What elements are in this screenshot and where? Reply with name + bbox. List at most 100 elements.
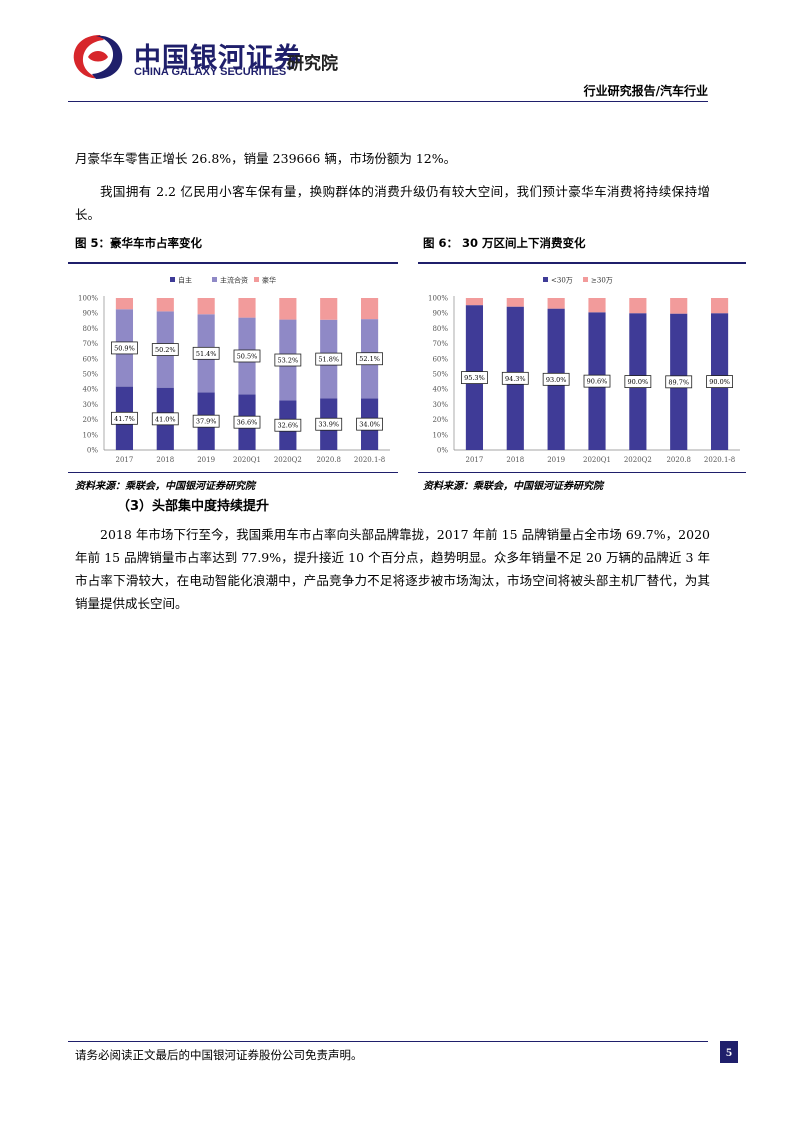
- data-label-box-1-1-6: [356, 352, 383, 366]
- x-tick-label-2-5: 2020.8: [666, 456, 691, 464]
- data-label-box-2-0-2: [542, 372, 570, 386]
- bar-segment-2-1-5: [670, 298, 688, 314]
- y-tick-label-1-6: 60%: [82, 355, 98, 363]
- x-tick-label-1-1: 2018: [156, 456, 174, 464]
- bar-segment-2-1-0: [465, 298, 484, 306]
- figure-6-top-rule: [418, 262, 746, 264]
- x-tick-label-1-6: 2020.1-8: [354, 456, 385, 464]
- legend-swatch-1-1: [212, 277, 217, 282]
- y-tick-label-1-5: 50%: [82, 371, 98, 379]
- y-tick-label-1-2: 20%: [82, 416, 98, 424]
- y-tick-label-1-3: 30%: [82, 401, 98, 409]
- legend-swatch-1-0: [170, 277, 175, 282]
- paragraph-2: 我国拥有 2.2 亿民用小客车保有量，换购群体的消费升级仍有较大空间，我们预计豪…: [75, 184, 710, 222]
- data-label-box-1-1-1: [151, 343, 179, 356]
- data-label-1-1-3: 50.5%: [237, 352, 258, 360]
- data-label-1-0-2: 37.9%: [196, 418, 217, 426]
- data-label-box-1-0-5: [315, 417, 343, 431]
- data-label-2-0-3: 90.6%: [587, 378, 608, 386]
- y-tick-label-1-1: 10%: [82, 431, 98, 439]
- chart-30w-consumption: <30万 ≥30万 0% 10% 20% 30% 40% 50% 60% 70% 80% 90% 100…: [428, 277, 740, 464]
- data-label-2-0-6: 90.0%: [709, 378, 730, 386]
- x-tick-label-2-0: 2017: [466, 456, 484, 464]
- data-label-2-0-4: 90.0%: [628, 378, 649, 386]
- y-tick-label-1-7: 70%: [82, 340, 98, 348]
- legend-label-2-1: ≥30万: [591, 277, 613, 285]
- logo-english-name: CHINA GALAXY SECURITIES: [134, 66, 287, 78]
- figure-5-title: 图 5：豪华车市占率变化: [75, 236, 203, 250]
- data-label-2-0-5: 89.7%: [668, 378, 689, 386]
- data-label-1-1-5: 51.8%: [318, 356, 339, 364]
- x-tick-label-1-4: 2020Q2: [274, 456, 302, 464]
- data-label-box-2-0-6: [706, 375, 733, 388]
- data-label-box-1-1-4: [274, 353, 302, 367]
- data-label-1-1-6: 52.1%: [359, 355, 380, 363]
- figure-5-bottom-rule: [68, 472, 398, 473]
- data-label-box-2-0-0: [461, 371, 488, 384]
- x-tick-label-1-0: 2017: [116, 456, 134, 464]
- bar-segment-2-1-4: [629, 298, 647, 314]
- y-tick-label-2-6: 60%: [432, 355, 448, 363]
- y-tick-label-1-9: 90%: [82, 310, 98, 318]
- x-tick-label-2-6: 2020.1-8: [704, 456, 735, 464]
- legend-swatch-1-2: [254, 277, 259, 282]
- bar-segment-1-2-3: [238, 298, 256, 318]
- data-label-box-1-0-3: [233, 415, 261, 429]
- y-tick-label-2-1: 10%: [432, 431, 448, 439]
- legend-label-1-2: 豪华: [262, 276, 276, 285]
- footer-disclaimer: 请务必阅读正文最后的中国银河证券股份公司免责声明。: [75, 1048, 363, 1062]
- institute-name: 研究院: [287, 54, 338, 74]
- data-label-1-0-5: 33.9%: [318, 421, 339, 429]
- data-label-box-1-0-0: [111, 411, 138, 425]
- figure-6-source: 资料来源：乘联会，中国银河证券研究院: [423, 481, 603, 492]
- data-label-1-1-1: 50.2%: [155, 346, 176, 354]
- data-label-1-1-4: 53.2%: [278, 357, 299, 365]
- data-label-2-0-1: 94.3%: [505, 375, 526, 383]
- x-tick-label-1-2: 2019: [197, 456, 215, 464]
- legend-label-2-0: <30万: [551, 277, 573, 285]
- data-label-box-1-1-3: [233, 349, 261, 363]
- data-label-box-1-0-2: [192, 414, 220, 428]
- y-tick-label-2-4: 40%: [432, 386, 448, 394]
- figure-6-bottom-rule: [418, 472, 746, 473]
- x-tick-label-2-4: 2020Q2: [624, 456, 652, 464]
- bar-segment-2-1-6: [710, 298, 729, 314]
- data-label-box-1-1-0: [111, 341, 138, 355]
- data-label-1-0-3: 36.6%: [237, 419, 258, 427]
- data-label-1-0-4: 32.6%: [278, 422, 299, 430]
- y-tick-label-1-8: 80%: [82, 325, 98, 333]
- page-number: 5: [720, 1041, 738, 1063]
- data-label-box-2-0-5: [665, 375, 693, 389]
- y-tick-label-2-10: 100%: [428, 295, 448, 303]
- chart-luxury-share: 自主 主流合资 豪华 0% 10% 20% 30% 40% 50% 60% 70% 80% 90% 100…: [78, 276, 390, 464]
- section-heading: （3）头部集中度持续提升: [117, 499, 270, 514]
- bar-segment-1-2-1: [156, 298, 174, 312]
- y-tick-label-2-8: 80%: [432, 325, 448, 333]
- x-tick-label-2-1: 2018: [506, 456, 524, 464]
- data-label-box-2-0-1: [501, 371, 529, 385]
- data-label-box-1-0-6: [356, 417, 383, 431]
- legend-swatch-2-1: [583, 277, 588, 282]
- x-tick-label-2-2: 2019: [547, 456, 565, 464]
- data-label-2-0-2: 93.0%: [546, 376, 567, 384]
- logo-chinese-name: 中国银河证券: [134, 43, 302, 74]
- y-tick-label-2-9: 90%: [432, 310, 448, 318]
- data-label-box-1-0-1: [151, 412, 179, 426]
- y-tick-label-2-7: 70%: [432, 340, 448, 348]
- y-tick-label-2-0: 0%: [437, 447, 448, 455]
- x-tick-label-1-5: 2020.8: [316, 456, 341, 464]
- x-tick-label-2-3: 2020Q1: [583, 456, 611, 464]
- bar-segment-1-2-2: [197, 298, 215, 315]
- figure-6-title: 图 6： 30 万区间上下消费变化: [423, 236, 586, 250]
- figure-5-source: 资料来源：乘联会，中国银河证券研究院: [75, 481, 255, 492]
- header-divider: [68, 101, 708, 102]
- y-tick-label-1-4: 40%: [82, 386, 98, 394]
- report-category: 行业研究报告/汽车行业: [583, 84, 708, 98]
- y-tick-label-2-5: 50%: [432, 371, 448, 379]
- data-label-1-1-2: 51.4%: [196, 350, 217, 358]
- galaxy-logo-icon: [73, 35, 123, 79]
- data-label-box-1-1-2: [192, 346, 220, 360]
- bar-segment-2-1-3: [588, 298, 606, 313]
- data-label-1-1-0: 50.9%: [114, 344, 135, 352]
- legend-swatch-2-0: [543, 277, 548, 282]
